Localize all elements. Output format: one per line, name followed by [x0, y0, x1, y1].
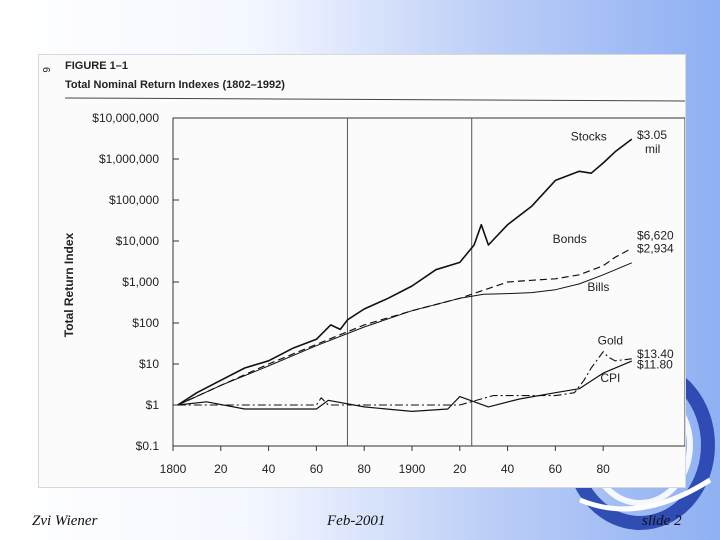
return-index-chart: 6 FIGURE 1–1 Total Nominal Return Indexe… — [40, 60, 685, 476]
y-axis-ticks: $10,000,000 $1,000,000 $100,000 $10,000 $1,0… — [92, 111, 179, 453]
series-end-label-cpi: $11.80 — [637, 357, 673, 371]
series-end-label-gold: $13.40 — [637, 347, 674, 361]
series-name-gold: Gold — [598, 333, 623, 347]
series-line-bonds — [177, 247, 633, 406]
title-rule — [64, 97, 685, 102]
x-tick-label: 40 — [262, 462, 276, 476]
y-tick-label: $100,000 — [109, 193, 159, 207]
y-tick-label: $1 — [146, 398, 160, 412]
series-name-cpi: CPI — [600, 371, 620, 385]
series-end-label-stocks: $3.05 mil — [637, 128, 667, 156]
x-tick-label: 80 — [596, 462, 610, 476]
x-tick-label: 60 — [549, 462, 563, 476]
y-tick-label: $1,000 — [122, 275, 159, 289]
series-end-label-bills: $2,934 — [637, 242, 674, 256]
y-tick-label: $1,000,000 — [99, 152, 159, 166]
series-line-gold — [177, 351, 632, 406]
x-axis-ticks: 1800 20 40 60 80 1900 20 40 60 80 — [160, 446, 610, 476]
footer-slide-number: slide 2 — [642, 513, 682, 529]
x-tick-label: 20 — [453, 462, 467, 476]
series-lines — [177, 138, 633, 412]
series-line-cpi — [177, 360, 633, 412]
y-axis-label: Total Return Index — [62, 232, 76, 337]
footer-author: Zvi Wiener — [32, 513, 98, 529]
x-tick-label: 80 — [357, 462, 371, 476]
x-tick-label: 1900 — [399, 462, 426, 476]
x-tick-label: 40 — [501, 462, 515, 476]
series-labels: Stocks Bonds Bills Gold CPI $3.05 mil $6,620$2,… — [553, 128, 674, 385]
vertical-markers — [346, 118, 473, 446]
series-name-bonds: Bonds — [553, 232, 587, 246]
y-tick-label: $10,000 — [116, 234, 160, 248]
y-tick-label: $0.1 — [136, 439, 160, 453]
series-end-label-bonds: $6,620 — [637, 228, 674, 242]
scanned-figure: 6 FIGURE 1–1 Total Nominal Return Indexe… — [38, 54, 686, 488]
figure-label: FIGURE 1–1 — [65, 60, 128, 72]
x-tick-label: 60 — [310, 462, 324, 476]
series-name-stocks: Stocks — [571, 130, 607, 144]
series-name-bills: Bills — [587, 280, 609, 294]
y-tick-label: $100 — [132, 316, 159, 330]
chart-title: Total Nominal Return Indexes (1802–1992) — [65, 79, 285, 91]
x-tick-label: 20 — [214, 462, 228, 476]
footer-date: Feb-2001 — [327, 513, 386, 529]
x-tick-label: 1800 — [160, 462, 187, 476]
y-tick-label: $10,000,000 — [92, 111, 159, 125]
series-line-bills — [177, 262, 632, 406]
y-tick-label: $10 — [139, 357, 159, 371]
page-number: 6 — [40, 67, 51, 73]
series-line-stocks — [177, 138, 633, 406]
